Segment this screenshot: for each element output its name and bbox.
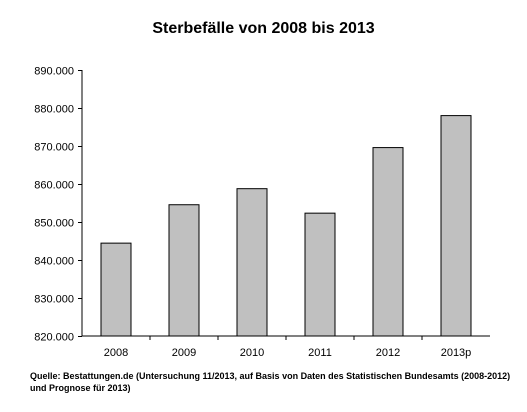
chart-title: Sterbefälle von 2008 bis 2013 [152, 20, 375, 37]
y-tick-label: 880.000 [34, 104, 74, 116]
y-tick-label: 860.000 [34, 180, 74, 192]
bar [372, 147, 404, 337]
x-tick-label: 2011 [308, 347, 332, 359]
y-tick-label: 870.000 [34, 142, 74, 154]
bar [236, 188, 268, 337]
x-axis-labels: 2008 2009 2010 2011 2012 2013p [104, 336, 472, 359]
y-tick-label: 830.000 [34, 294, 74, 306]
bar [440, 115, 472, 337]
y-tick-label: 890.000 [34, 66, 74, 78]
bar [100, 242, 132, 337]
x-tick-label: 2013p [441, 347, 472, 359]
bars [100, 115, 472, 337]
source-note: Quelle: Bestattungen.de (Untersuchung 11… [30, 371, 511, 393]
y-tick-label: 850.000 [34, 218, 74, 230]
x-tick-label: 2008 [104, 347, 128, 359]
x-tick-label: 2010 [240, 347, 264, 359]
x-tick-label: 2009 [172, 347, 196, 359]
bar [168, 204, 200, 337]
y-tick-label: 820.000 [34, 332, 74, 344]
y-tick-label: 840.000 [34, 256, 74, 268]
x-tick-label: 2012 [376, 347, 400, 359]
bar [304, 212, 336, 337]
axes [81, 70, 490, 337]
y-axis-ticks: 820.000 830.000 840.000 850.000 860.000 870.0… [34, 66, 82, 344]
